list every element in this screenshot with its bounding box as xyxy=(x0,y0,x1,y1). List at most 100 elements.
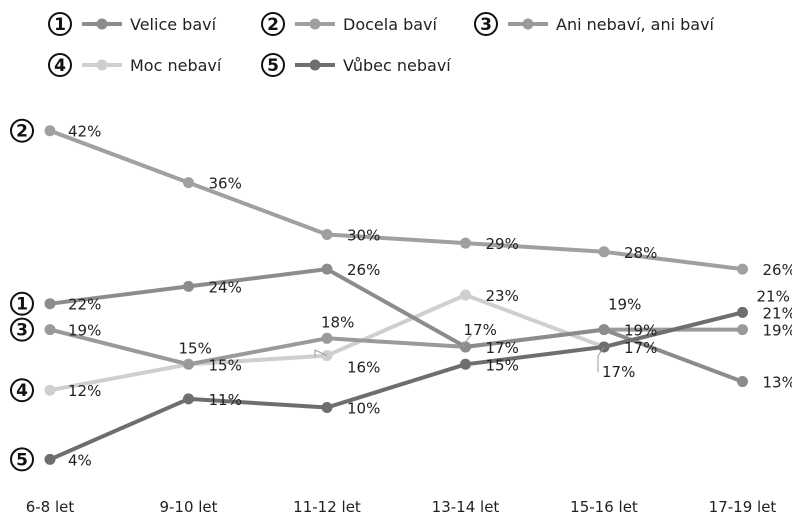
data-label-s3-2: 15% xyxy=(209,356,242,374)
data-label-s1-4: 17% xyxy=(464,321,497,339)
data-point-s3-2 xyxy=(183,358,194,370)
series-line-2 xyxy=(48,128,745,272)
legend-marker-3 xyxy=(522,18,534,30)
series-badges: 1 2 3 4 5 xyxy=(10,118,34,472)
data-point-s2-4 xyxy=(460,237,471,249)
leader-line-3 xyxy=(461,333,473,348)
data-point-s2-5 xyxy=(598,246,610,258)
series-badge-1: 1 xyxy=(10,291,34,316)
data-point-s2-3 xyxy=(321,229,333,240)
legend-marker-5 xyxy=(309,59,321,71)
data-label-s4-1: 12% xyxy=(68,382,101,400)
legend-item-1: 1 Velice baví xyxy=(48,12,217,36)
legend-label-1: Velice baví xyxy=(130,15,217,34)
data-label-s3-3: 18% xyxy=(321,313,354,331)
legend-badge-5: 5 xyxy=(261,53,285,77)
data-label-s5-2: 11% xyxy=(209,391,242,409)
series-badge-5: 5 xyxy=(10,447,34,472)
data-point-s5-4 xyxy=(460,358,471,370)
legend-badge-3: 3 xyxy=(474,12,498,36)
data-label-s1-3: 26% xyxy=(347,261,380,279)
data-label-s3-4: 17% xyxy=(486,339,519,357)
series-line-3 xyxy=(48,327,745,367)
data-label-s4-2: 15% xyxy=(179,339,212,357)
data-point-s1-2 xyxy=(183,280,194,292)
data-point-s3-1 xyxy=(44,324,56,336)
data-point-s1-1 xyxy=(44,298,56,310)
data-label-s1-1: 22% xyxy=(68,296,101,314)
data-label-s2-1: 42% xyxy=(68,123,101,141)
legend-item-3: 3 Ani nebaví, ani baví xyxy=(474,12,715,36)
data-point-s5-3 xyxy=(321,402,333,413)
legend-marker-4 xyxy=(96,59,108,71)
svg-text:2: 2 xyxy=(267,15,279,35)
legend-badge-1: 1 xyxy=(48,12,72,36)
svg-text:4: 4 xyxy=(16,381,28,401)
svg-text:3: 3 xyxy=(16,321,28,341)
data-label-s5-6: 21% xyxy=(763,304,792,322)
x-tick-label-5: 15-16 let xyxy=(570,498,638,515)
leader-line-1 xyxy=(314,349,328,357)
legend-badge-2: 2 xyxy=(261,12,285,36)
data-label-s5-3: 10% xyxy=(347,400,380,418)
data-label-s1-2: 24% xyxy=(209,278,242,296)
data-point-s2-1 xyxy=(44,125,56,137)
data-point-s5-6 xyxy=(737,306,748,318)
data-label-s3-5: 19% xyxy=(624,322,657,340)
legend: 1 Velice baví 2 Docela baví 3 Ani nebaví, ani… xyxy=(48,12,715,77)
legend-badge-4: 4 xyxy=(48,53,72,77)
x-tick-label-2: 9-10 let xyxy=(159,498,217,515)
data-label-s2-3: 30% xyxy=(347,227,380,245)
data-point-s2-6 xyxy=(737,263,748,275)
legend-item-2: 2 Docela baví xyxy=(261,12,438,36)
data-label-s4-3: 16% xyxy=(347,359,380,377)
x-axis: 6-8 let 9-10 let 11-12 let 13-14 let 15-16 l… xyxy=(26,498,777,515)
data-label-s2-5: 28% xyxy=(624,244,657,262)
data-point-s3-3 xyxy=(321,332,333,344)
legend-marker-1 xyxy=(96,18,108,30)
data-point-s2-2 xyxy=(183,177,194,189)
series-lines xyxy=(44,125,748,465)
series-badge-4: 4 xyxy=(10,378,34,403)
data-label-s3-1: 19% xyxy=(68,322,101,340)
data-label-s2-6: 26% xyxy=(763,261,792,279)
x-tick-label-4: 13-14 let xyxy=(432,498,500,515)
series-badge-2: 2 xyxy=(10,118,34,143)
svg-text:1: 1 xyxy=(16,295,28,315)
data-label-s5-4: 15% xyxy=(486,356,519,374)
leader-line-2 xyxy=(597,346,605,372)
data-label-s5-5: 17% xyxy=(624,339,657,357)
series-badge-3: 3 xyxy=(10,317,34,342)
data-label-s2-4: 29% xyxy=(486,235,519,253)
x-tick-label-6: 17-19 let xyxy=(709,498,777,515)
data-point-s1-3 xyxy=(321,263,333,275)
data-labels: 22%24%26%17%19%13%42%36%30%29%28%26%19%1… xyxy=(68,123,792,470)
data-label-s2-2: 36% xyxy=(209,175,242,193)
data-point-s5-2 xyxy=(183,393,194,405)
svg-text:2: 2 xyxy=(16,122,28,142)
data-point-s5-1 xyxy=(44,453,56,465)
legend-label-3: Ani nebaví, ani baví xyxy=(556,15,715,34)
series-line-5 xyxy=(48,310,745,462)
legend-label-5: Vůbec nebaví xyxy=(343,56,451,75)
data-label-s4-5: 17% xyxy=(602,363,635,381)
data-point-s4-4 xyxy=(460,289,471,301)
legend-item-5: 5 Vůbec nebaví xyxy=(261,53,451,77)
data-label-s1-5: 19% xyxy=(608,296,641,314)
series-line-1 xyxy=(48,267,745,384)
data-label-s1-6: 13% xyxy=(763,374,792,392)
data-point-s3-6 xyxy=(737,324,748,336)
data-point-s4-1 xyxy=(44,384,56,396)
svg-text:1: 1 xyxy=(54,15,66,35)
data-label-s3-6: 19% xyxy=(763,322,792,340)
legend-marker-2 xyxy=(309,18,321,30)
x-tick-label-3: 11-12 let xyxy=(293,498,361,515)
legend-label-4: Moc nebaví xyxy=(130,56,222,75)
x-tick-label-1: 6-8 let xyxy=(26,498,75,515)
data-label-s4-6: 21% xyxy=(757,287,790,305)
svg-text:5: 5 xyxy=(16,450,28,470)
data-point-s1-5 xyxy=(598,324,610,336)
legend-label-2: Docela baví xyxy=(343,15,438,34)
data-point-s1-6 xyxy=(737,376,748,388)
